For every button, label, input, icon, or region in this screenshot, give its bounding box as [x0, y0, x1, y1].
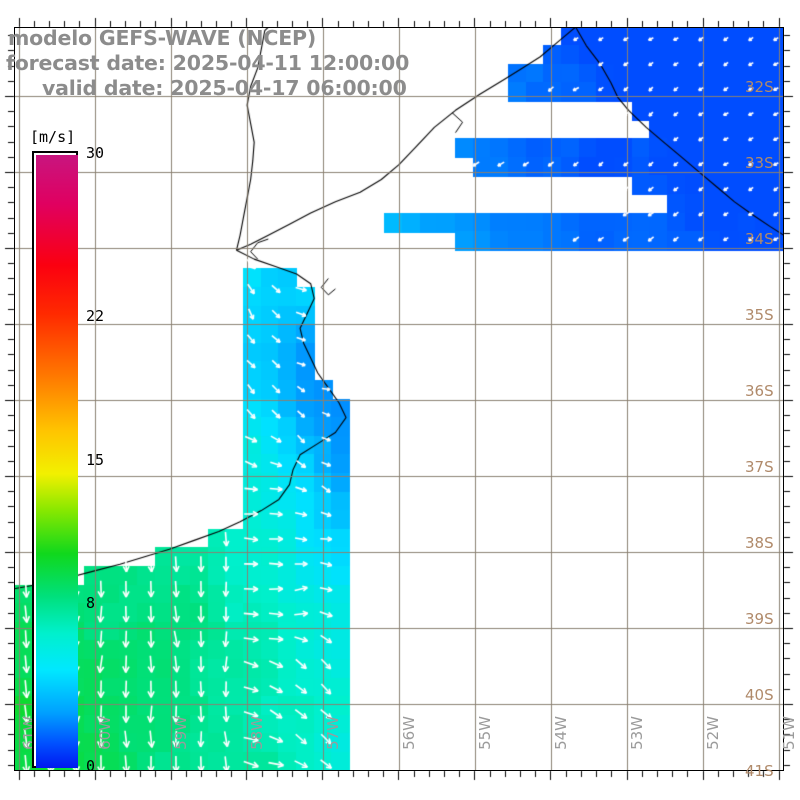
latitude-label: 35S [745, 306, 774, 324]
latitude-label: 34S [745, 230, 774, 248]
forecast-date: forecast date: 2025-04-11 12:00:00 [6, 51, 410, 75]
longitude-label: 57W [323, 716, 342, 750]
longitude-label: 55W [475, 716, 494, 750]
latitude-label: 32S [745, 78, 774, 96]
longitude-label: 56W [399, 716, 418, 750]
longitude-label: 51W [779, 716, 798, 750]
longitude-label: 52W [703, 716, 722, 750]
title-block: modelo GEFS-WAVE (NCEP) forecast date: 2… [0, 26, 520, 101]
latitude-label: 36S [745, 382, 774, 400]
latitude-label: 39S [745, 610, 774, 628]
colorbar-unit-label: [m/s] [30, 128, 76, 146]
longitude-label: 54W [551, 716, 570, 750]
colorbar-tick-label: 0 [86, 757, 96, 775]
valid-date: valid date: 2025-04-17 06:00:00 [42, 76, 407, 100]
colorbar-tick-label: 15 [86, 450, 105, 469]
latitude-label: 38S [745, 534, 774, 552]
latitude-label: 40S [745, 686, 774, 704]
colorbar-gradient [36, 155, 78, 768]
colorbar[interactable] [32, 151, 78, 768]
longitude-label: 60W [95, 716, 114, 750]
colorbar-tick-label: 22 [86, 307, 105, 326]
model-title: modelo GEFS-WAVE (NCEP) [8, 26, 316, 50]
longitude-label: 58W [247, 716, 266, 750]
latitude-label: 37S [745, 458, 774, 476]
latitude-label: 33S [745, 154, 774, 172]
longitude-label: 59W [171, 716, 190, 750]
colorbar-tick-label: 8 [86, 593, 96, 612]
longitude-label: 53W [627, 716, 646, 750]
colorbar-box [32, 151, 78, 768]
colorbar-tick-label: 30 [86, 144, 105, 162]
latitude-label: 41S [745, 762, 774, 780]
